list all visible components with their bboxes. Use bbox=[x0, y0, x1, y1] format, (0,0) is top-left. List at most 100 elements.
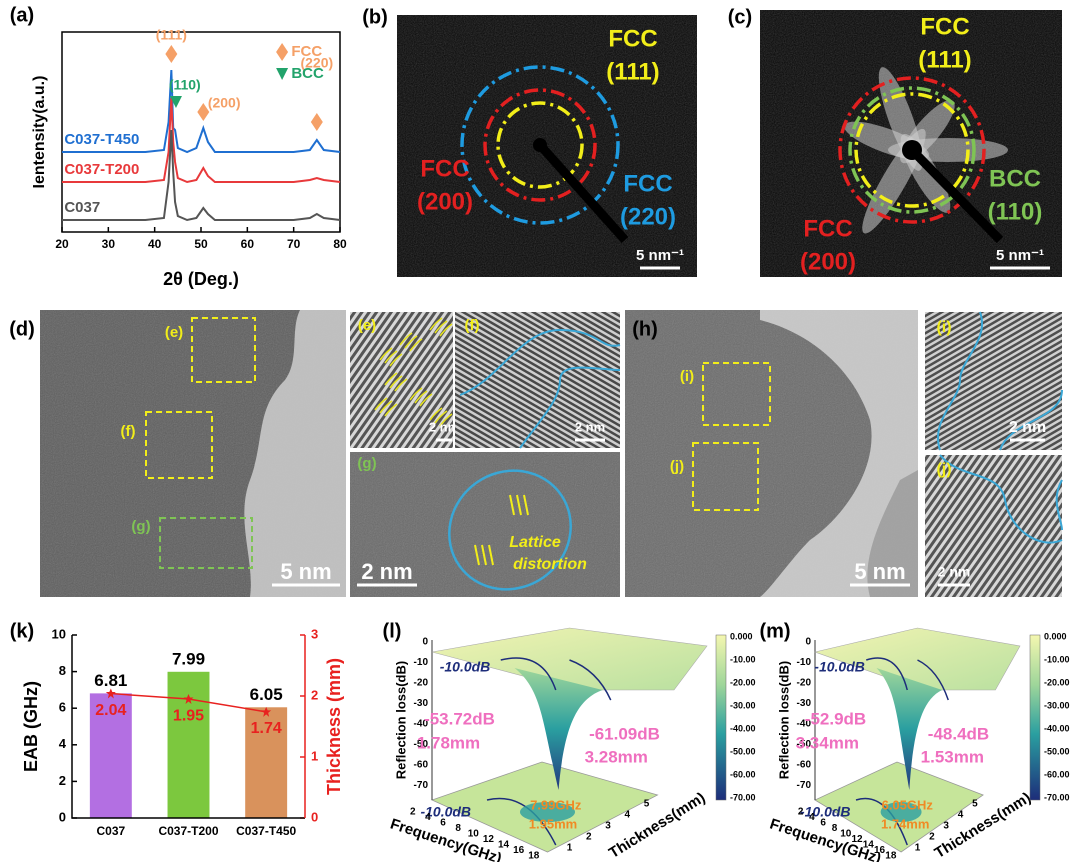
marker-diamond bbox=[310, 113, 323, 131]
marker-triangle bbox=[169, 96, 182, 108]
y-tick-label: 4 bbox=[624, 810, 630, 821]
x-tick-label: 10 bbox=[840, 829, 852, 840]
y-tick-label: 4 bbox=[958, 810, 964, 821]
colorbar bbox=[715, 634, 727, 801]
dislocation-line bbox=[399, 332, 423, 352]
panel-label: (m) bbox=[759, 620, 790, 642]
z-tick-label: 0 bbox=[805, 637, 811, 648]
panel-label: (e) bbox=[358, 317, 376, 334]
z-tick-label: -30 bbox=[414, 698, 429, 709]
region-label: (f) bbox=[121, 423, 136, 440]
colorbar-tick-label: -10.00 bbox=[730, 654, 756, 664]
panel-label: (g) bbox=[357, 455, 376, 472]
scale-label: 2 nm bbox=[938, 564, 971, 580]
xrd-line bbox=[62, 69, 341, 154]
x-tick-label: C037-T450 bbox=[236, 824, 296, 838]
x-tick-label: 12 bbox=[851, 834, 863, 845]
marker-diamond bbox=[197, 103, 210, 121]
contour-label: -10.0dB bbox=[420, 804, 471, 820]
colorbar-tick-label: -20.00 bbox=[730, 677, 756, 687]
beam-stop bbox=[536, 141, 629, 244]
panel-label: (h) bbox=[632, 318, 658, 340]
x-tick-label: 80 bbox=[333, 237, 347, 251]
y-tick-label: 2 bbox=[929, 832, 935, 843]
z-tick-label: -10 bbox=[797, 657, 812, 668]
peak-annotation: 7.99GHz bbox=[530, 797, 582, 812]
x-tick-label: 8 bbox=[455, 823, 461, 834]
y2-tick-label: 2 bbox=[311, 687, 318, 702]
y2-tick-label: 3 bbox=[311, 626, 318, 641]
dislocation-line bbox=[374, 397, 398, 417]
colorbar-tick-label: 0.000 bbox=[730, 631, 753, 641]
floor-well bbox=[520, 802, 575, 822]
ring-plane: (200) bbox=[417, 188, 473, 215]
dislocation-line bbox=[429, 317, 453, 337]
diffraction-ring bbox=[838, 76, 986, 224]
region-label: (e) bbox=[165, 324, 183, 341]
floor-contour bbox=[486, 797, 557, 846]
annotation: 1.53mm bbox=[921, 747, 984, 766]
dislocation-line bbox=[384, 372, 408, 392]
bar-value-label: 6.05 bbox=[250, 685, 283, 704]
x-tick-label: 2 bbox=[410, 807, 416, 818]
panel-label: (i) bbox=[936, 319, 951, 336]
x-tick-label: 6 bbox=[440, 818, 446, 829]
thickness-value-label: 1.95 bbox=[173, 707, 204, 724]
y2-tick-label: 0 bbox=[311, 809, 318, 824]
y-tick-label: 1 bbox=[567, 843, 573, 854]
thickness-point bbox=[183, 694, 194, 705]
marker-triangle bbox=[276, 68, 289, 80]
x-tick-label: 14 bbox=[863, 840, 875, 851]
bar bbox=[89, 693, 132, 818]
thickness-value-label: 1.74 bbox=[251, 720, 282, 737]
colorbar-tick-label: -30.00 bbox=[1044, 700, 1070, 710]
y-tick-label: 5 bbox=[644, 799, 650, 810]
colorbar-tick-label: -20.00 bbox=[1044, 677, 1070, 687]
colorbar-tick-label: -70.00 bbox=[730, 792, 756, 802]
y2-axis-label: Thickness (mm) bbox=[324, 658, 344, 795]
annotation: 1.78mm bbox=[417, 733, 480, 752]
annotation: 3.28mm bbox=[585, 747, 648, 766]
surface-contour bbox=[866, 657, 949, 701]
annotation: -61.09dB bbox=[589, 724, 660, 743]
y-tick-label: 2 bbox=[59, 773, 66, 788]
colorbar-tick-label: -50.00 bbox=[1044, 746, 1070, 756]
scale-label: 2 nm bbox=[429, 419, 459, 434]
z-tick-label: -10 bbox=[414, 657, 429, 668]
lattice-line bbox=[474, 544, 494, 566]
colorbar-tick-label: -10.00 bbox=[1044, 654, 1070, 664]
colorbar-tick-label: 0.000 bbox=[1044, 631, 1067, 641]
z-tick-label: 0 bbox=[422, 637, 428, 648]
xrd-line bbox=[62, 97, 341, 184]
y-tick-label: 0 bbox=[59, 809, 66, 824]
ring-plane: (200) bbox=[800, 248, 856, 275]
x-tick-label: 18 bbox=[885, 851, 897, 862]
y-tick-label: 8 bbox=[59, 663, 66, 678]
ring-plane: (220) bbox=[620, 203, 676, 230]
note: Lattice bbox=[509, 534, 561, 551]
region-box bbox=[702, 362, 771, 426]
scale-label: 2 nm bbox=[1009, 419, 1046, 436]
peak-label: (200) bbox=[208, 95, 241, 111]
panel-label: (b) bbox=[362, 6, 388, 28]
beam-center bbox=[902, 140, 922, 160]
vacuum-region bbox=[760, 310, 918, 597]
thickness-point bbox=[261, 706, 272, 717]
colorbar-tick-label: -60.00 bbox=[1044, 769, 1070, 779]
y2-tick-label: 1 bbox=[311, 748, 318, 763]
y-tick-label: 10 bbox=[52, 626, 66, 641]
x-tick-label: 12 bbox=[483, 834, 495, 845]
legend-label: C037-T200 bbox=[64, 161, 139, 178]
x-tick-label: 14 bbox=[498, 840, 510, 851]
floor-well bbox=[880, 802, 922, 822]
colorbar-tick-label: -60.00 bbox=[730, 769, 756, 779]
contour-label: -10.0dB bbox=[440, 659, 491, 675]
panel-label: (k) bbox=[10, 620, 34, 642]
z-tick-label: -50 bbox=[797, 739, 812, 750]
plot-frame bbox=[71, 635, 305, 819]
bar bbox=[167, 671, 210, 818]
ring-phase: FCC bbox=[920, 13, 969, 40]
bar-value-label: 6.81 bbox=[94, 671, 127, 690]
y-tick-label: 4 bbox=[59, 736, 67, 751]
